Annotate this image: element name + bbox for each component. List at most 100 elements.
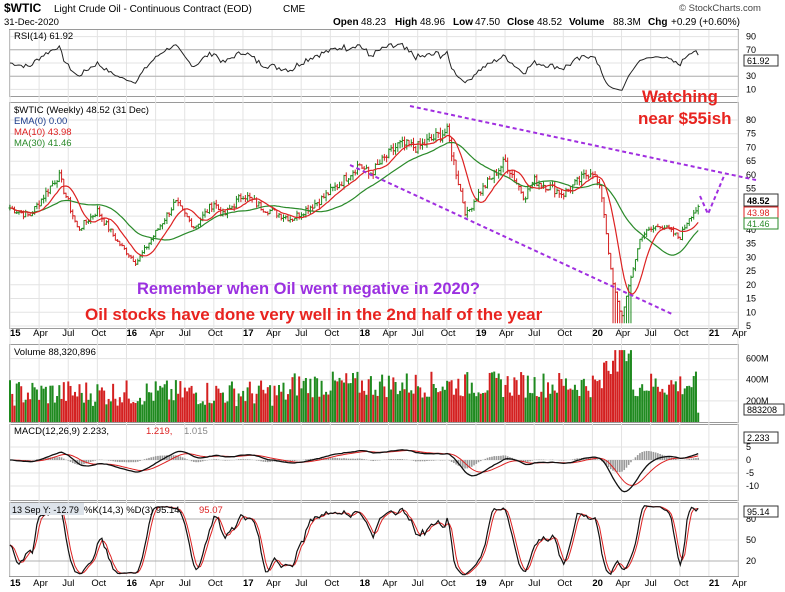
macd-histogram-bar xyxy=(462,460,464,468)
macd-histogram-bar xyxy=(179,456,182,460)
macd-histogram-bar xyxy=(430,460,433,461)
x-tick-label: Apr xyxy=(383,578,398,589)
macd-histogram-bar xyxy=(527,460,529,462)
volume-bar xyxy=(239,396,242,422)
macd-histogram-bar xyxy=(159,455,161,460)
macd-histogram-bar xyxy=(29,460,31,461)
macd-histogram-bar xyxy=(197,460,200,463)
volume-bar xyxy=(183,387,186,422)
macd-histogram-bar xyxy=(255,460,258,461)
macd-histogram-bar xyxy=(448,460,451,461)
macd-histogram-bar xyxy=(645,450,648,460)
macd-histogram-bar xyxy=(60,457,63,460)
volume-bar xyxy=(190,385,193,422)
volume-bar xyxy=(394,382,397,422)
macd-histogram-bar xyxy=(426,460,428,462)
volume-bar xyxy=(195,392,198,422)
macd-histogram-bar xyxy=(428,460,431,461)
macd-histogram-bar xyxy=(168,455,170,460)
macd-histogram-bar xyxy=(475,460,478,464)
macd-histogram-bar xyxy=(648,450,650,460)
x-tick-label: 20 xyxy=(592,328,603,339)
volume-bar xyxy=(49,385,52,422)
macd-histogram-bar xyxy=(672,458,675,460)
volume-bar xyxy=(455,388,458,422)
volume-bar xyxy=(535,396,538,422)
volume-bar xyxy=(641,384,644,422)
volume-bar xyxy=(132,401,135,422)
macd-histogram-bar xyxy=(688,458,691,460)
macd-histogram-bar xyxy=(625,460,628,468)
volume-bar xyxy=(170,388,173,422)
volume-bar xyxy=(522,375,525,422)
volume-bar xyxy=(607,370,610,422)
macd-histogram-bar xyxy=(266,460,269,463)
volume-bar xyxy=(351,373,354,422)
volume-bar xyxy=(161,387,164,422)
volume-bar xyxy=(29,399,32,422)
macd-histogram-bar xyxy=(201,460,204,462)
volume-bar xyxy=(304,378,307,422)
volume-bar xyxy=(562,385,565,422)
volume-bar xyxy=(116,405,119,422)
volume-bar xyxy=(145,383,148,422)
macd-histogram-bar xyxy=(488,457,491,460)
macd-histogram-bar xyxy=(500,455,502,460)
price-tick-label: 55 xyxy=(746,184,756,194)
volume-bar xyxy=(85,382,88,422)
macd-histogram-bar xyxy=(36,459,38,460)
volume-bar xyxy=(596,381,599,422)
price-tick-label: 80 xyxy=(746,115,756,125)
volume-bar xyxy=(650,373,653,422)
volume-bar xyxy=(143,401,146,422)
high-value: 48.96 xyxy=(420,17,445,28)
macd-histogram-bar xyxy=(627,460,630,465)
x-tick-label: 19 xyxy=(476,578,487,589)
volume-bar xyxy=(298,376,301,422)
volume-bar xyxy=(589,397,592,422)
volume-bar xyxy=(448,381,451,422)
volume-bar xyxy=(437,392,440,422)
price-tick-label: 5 xyxy=(746,321,751,331)
volume-bar xyxy=(473,392,476,422)
macd-histogram-bar xyxy=(623,460,626,471)
volume-bar xyxy=(681,394,684,422)
x-tick-label: Jul xyxy=(179,328,191,339)
macd-histogram-bar xyxy=(464,460,466,469)
volume-bar xyxy=(107,398,110,422)
x-tick-label: Jul xyxy=(412,578,424,589)
volume-bar xyxy=(356,371,359,422)
volume-bar xyxy=(150,392,153,422)
macd-histogram-bar xyxy=(139,460,141,461)
volume-bar xyxy=(405,373,408,422)
macd-histogram-bar xyxy=(132,460,135,463)
volume-bar xyxy=(159,385,162,422)
ma30-badge xyxy=(743,217,779,230)
rsi-title: RSI(14) 61.92 xyxy=(14,31,73,42)
macd-histogram-bar xyxy=(143,459,146,460)
macd-histogram-bar xyxy=(345,458,348,460)
macd-histogram-bar xyxy=(89,460,92,462)
volume-bar xyxy=(269,385,272,422)
macd-histogram-bar xyxy=(54,457,56,460)
volume-bar xyxy=(603,362,606,422)
macd-histogram-bar xyxy=(630,460,632,463)
volume-bar xyxy=(515,380,518,422)
macd-histogram-bar xyxy=(67,460,70,461)
volume-bar xyxy=(555,392,558,422)
macd-histogram-bar xyxy=(614,460,617,472)
macd-histogram-bar xyxy=(397,459,399,460)
volume-bar xyxy=(457,378,460,422)
x-tick-label: Oct xyxy=(557,578,572,589)
stoch-d-value: 95.07 xyxy=(199,505,223,516)
volume-bar xyxy=(627,353,630,422)
volume-bar xyxy=(206,382,209,422)
volume-bar xyxy=(694,371,697,422)
volume-bar xyxy=(311,397,314,422)
macd-histogram-bar xyxy=(352,458,354,460)
macd-histogram-bar xyxy=(479,460,482,462)
panel-titles: RSI(14) 61.92 $WTIC (Weekly) 48.52 (31 D… xyxy=(10,31,223,516)
x-tick-label: Apr xyxy=(499,578,514,589)
volume-bar xyxy=(165,380,168,422)
volume-bar xyxy=(38,399,41,422)
